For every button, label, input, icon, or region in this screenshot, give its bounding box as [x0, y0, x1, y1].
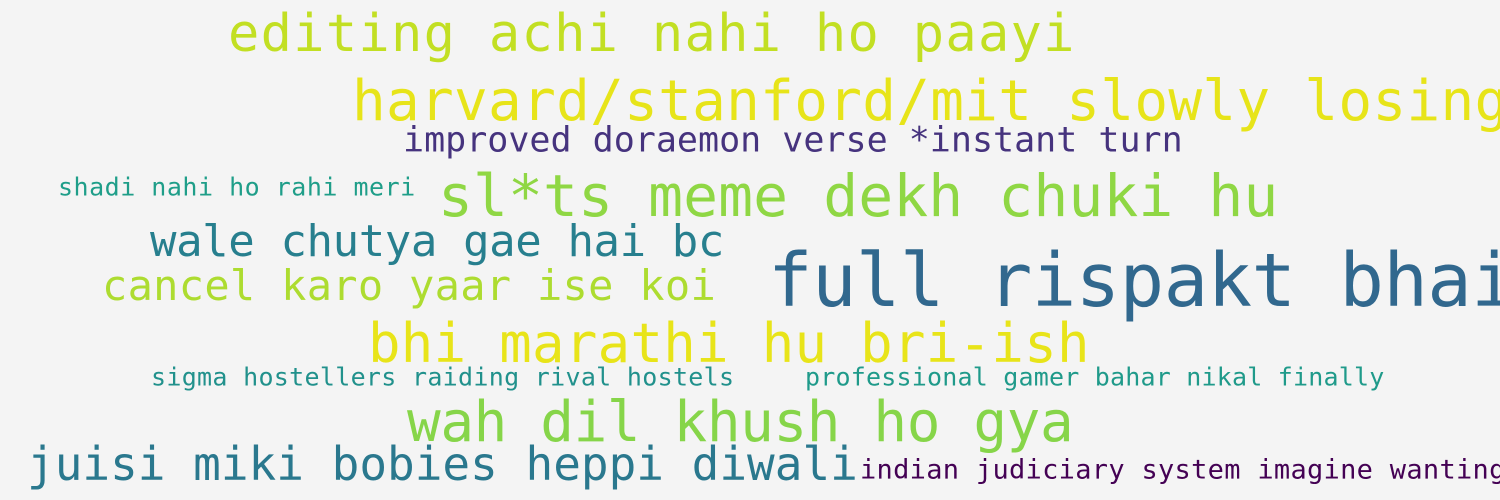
word-indian-judiciary-system-imagine-wanting: indian judiciary system imagine wanting: [860, 454, 1500, 486]
word-juisi-miki-bobies-heppi-diwali: juisi miki bobies heppi diwali: [27, 437, 858, 491]
word-full-rispakt-bhai: full rispakt bhai: [768, 238, 1500, 324]
word-wale-chutya-gae-hai-bc: wale chutya gae hai bc: [150, 216, 724, 267]
word-professional-gamer-bahar-nikal-finally: professional gamer bahar nikal finally: [805, 362, 1385, 392]
word-cancel-karo-yaar-ise-koi: cancel karo yaar ise koi: [102, 261, 717, 310]
word-slts-meme-dekh-chuki-hu: sl*ts meme dekh chuki hu: [438, 162, 1279, 230]
word-sigma-hostellers-raiding-rival-hostels: sigma hostellers raiding rival hostels: [151, 362, 735, 392]
word-wah-dil-khush-ho-gya: wah dil khush ho gya: [407, 390, 1074, 455]
word-bhi-marathi-hu-bri-ish: bhi marathi hu bri-ish: [368, 312, 1090, 375]
word-editing-achi-nahi-ho-paayi: editing achi nahi ho paayi: [228, 4, 1076, 64]
word-harvard-stanford-mit-slowly-losing: harvard/stanford/mit slowly losing: [352, 69, 1500, 134]
word-improved-doraemon-verse: improved doraemon verse *instant turn: [403, 120, 1183, 161]
word-shadi-nahi-ho-rahi-meri: shadi nahi ho rahi meri: [58, 172, 416, 202]
